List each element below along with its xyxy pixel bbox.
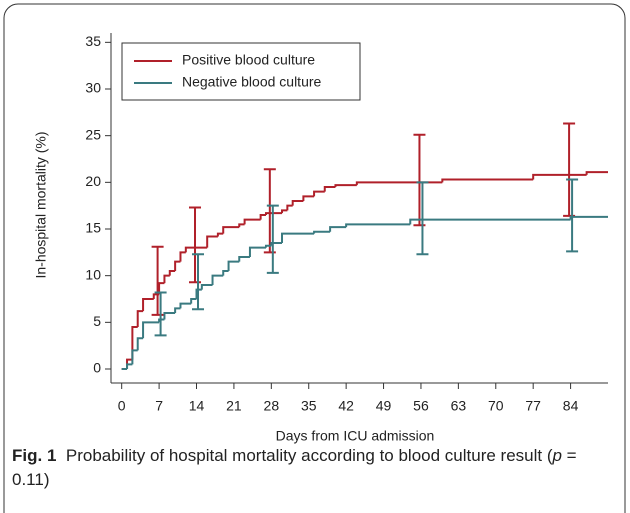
step-segment (206, 235, 218, 248)
step-segment (270, 242, 283, 246)
error-bar (416, 181, 429, 256)
error-bar (151, 245, 164, 316)
step-segment (441, 178, 534, 183)
figure-border (3, 3, 626, 513)
step-segment (211, 274, 224, 285)
step-segment (222, 226, 240, 234)
y-tick-label: 5 (93, 313, 101, 329)
step-segment (163, 274, 170, 284)
x-tick-label: 28 (264, 398, 280, 414)
step-segment (142, 321, 160, 339)
step-segment (585, 171, 608, 175)
step-segment (195, 288, 202, 299)
step-segment (158, 282, 165, 295)
x-tick-label: 35 (301, 398, 317, 414)
step-segment (334, 184, 357, 187)
step-segment (136, 310, 144, 327)
step-segment (174, 307, 181, 313)
error-bar (563, 122, 576, 217)
step-segment (158, 318, 165, 323)
step-segment (329, 226, 347, 232)
y-tick-label: 0 (93, 360, 101, 376)
step-segment (179, 302, 192, 309)
y-tick-label: 25 (85, 126, 101, 142)
error-bar (566, 178, 579, 253)
x-tick-label: 49 (376, 398, 392, 414)
step-segment (264, 244, 272, 248)
step-segment (238, 256, 250, 262)
y-tick-label: 35 (85, 33, 101, 49)
x-axis-label: Days from ICU admission (276, 428, 435, 444)
x-tick-label: 0 (118, 398, 126, 414)
step-segment (569, 215, 608, 220)
step-segment (163, 312, 176, 320)
step-segment (131, 349, 138, 365)
x-tick-label: 42 (338, 398, 354, 414)
step-segment (313, 190, 325, 197)
step-segment (281, 232, 315, 243)
x-tick-label: 56 (413, 398, 429, 414)
step-segment (291, 200, 304, 206)
step-segment (216, 232, 224, 237)
legend-label: Positive blood culture (182, 52, 315, 68)
x-tick-label: 14 (189, 398, 205, 414)
y-tick-label: 20 (85, 173, 101, 189)
caption: Fig. 1 Probability of hospital mortality… (12, 444, 612, 492)
caption-after: = 0.11) (12, 446, 577, 489)
step-segment (222, 270, 229, 276)
error-bar (263, 168, 276, 254)
step-segment (302, 195, 315, 201)
error-bar (266, 204, 279, 274)
step-segment (248, 246, 266, 257)
caption-label: Fig. 1 (12, 446, 57, 465)
step-segment (409, 218, 571, 225)
error-bar (189, 206, 202, 284)
step-segment (281, 209, 288, 214)
step-segment (286, 204, 293, 211)
step-segment (227, 260, 240, 271)
step-segment (142, 298, 154, 312)
error-bar (192, 253, 205, 311)
error-bar (413, 133, 426, 227)
step-segment (243, 218, 261, 225)
step-segment (264, 212, 283, 215)
y-tick-label: 30 (85, 80, 101, 96)
caption-text: Probability of hospital mortality accord… (65, 446, 553, 465)
x-tick-label: 84 (563, 398, 579, 414)
step-segment (179, 251, 186, 262)
step-segment (259, 214, 266, 220)
legend-label: Negative blood culture (182, 74, 322, 90)
step-segment (313, 230, 331, 234)
x-tick-label: 21 (226, 398, 242, 414)
step-segment (200, 284, 213, 290)
step-segment (238, 223, 245, 228)
step-segment (190, 298, 197, 304)
step-segment (136, 337, 144, 351)
y-axis-label: In-hospital mortality (%) (33, 131, 49, 278)
step-segment (174, 260, 181, 271)
y-tick-label: 10 (85, 266, 101, 282)
step-segment (323, 186, 336, 192)
step-segment (184, 246, 208, 253)
step-segment (532, 173, 587, 180)
error-bar (154, 291, 167, 337)
x-tick-label: 70 (488, 398, 504, 414)
step-segment (355, 181, 443, 186)
x-tick-label: 63 (451, 398, 467, 414)
step-segment (345, 223, 411, 228)
caption-italic: p (552, 446, 562, 465)
y-tick-label: 15 (85, 220, 101, 236)
x-tick-label: 7 (155, 398, 163, 414)
x-tick-label: 77 (525, 398, 541, 414)
step-segment (126, 363, 133, 369)
step-segment (131, 326, 138, 360)
legend-box (121, 42, 361, 101)
step-segment (168, 270, 176, 276)
